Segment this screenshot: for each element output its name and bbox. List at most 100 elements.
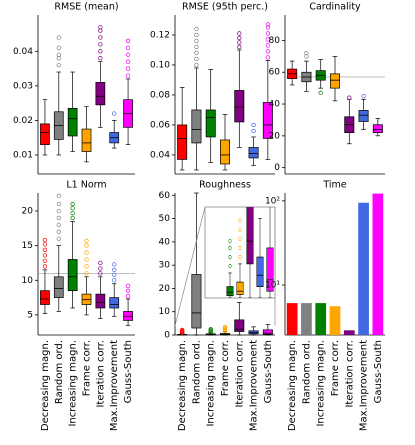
outlier [228, 254, 232, 260]
outlier [179, 327, 185, 333]
box [177, 124, 188, 160]
outlier [56, 193, 61, 198]
bar [286, 303, 298, 335]
bar [329, 306, 341, 335]
outlier [56, 45, 61, 50]
panel-title: Time [322, 180, 346, 191]
y-tick-label: 20 [269, 131, 281, 141]
x-tick-label: Iteration corr. [344, 340, 355, 408]
x-tick-label: Random ord. [191, 340, 202, 404]
box [191, 109, 202, 144]
outlier [84, 271, 89, 276]
box [330, 73, 340, 89]
outlier [238, 227, 242, 232]
x-tick-label: Iteration corr. [95, 340, 106, 408]
outlier [56, 229, 61, 234]
y-tick-label: 0.06 [150, 120, 170, 130]
outlier [98, 42, 103, 47]
outlier [238, 218, 242, 223]
box [234, 319, 245, 332]
box [81, 128, 92, 152]
outlier [98, 28, 103, 33]
box [256, 256, 264, 287]
outlier [237, 44, 242, 50]
y-tick-label: 5 [27, 310, 33, 320]
x-tick-label: Frame corr. [220, 340, 231, 396]
y-tick-label: 20 [22, 207, 34, 217]
outlier [125, 52, 131, 57]
outlier [42, 253, 48, 258]
outlier [125, 73, 131, 78]
outlier [56, 236, 61, 241]
outlier [237, 35, 242, 41]
y-tick-label: 0 [164, 331, 170, 341]
y-tick-label: 15 [22, 241, 33, 251]
x-tick-label: Increasing magn. [316, 340, 327, 427]
bar [343, 330, 355, 335]
bar [358, 202, 369, 335]
outlier [98, 271, 103, 276]
outlier [237, 31, 242, 36]
outlier [112, 111, 117, 116]
outlier [361, 93, 366, 99]
panel-title: Cardinality [309, 2, 361, 13]
outlier [56, 52, 61, 57]
y-tick-label: 60 [159, 191, 171, 201]
box [220, 139, 230, 165]
outlier [125, 38, 131, 44]
inset-connector [174, 206, 206, 326]
box [358, 110, 369, 122]
x-tick-label: Increasing magn. [206, 340, 217, 427]
outlier [304, 54, 309, 59]
outlier [70, 210, 75, 216]
outlier [56, 35, 61, 40]
outlier [112, 267, 117, 273]
box [234, 90, 245, 123]
y-tick-label: 40 [269, 100, 281, 110]
outlier [237, 40, 242, 45]
y-tick-label: 50 [159, 214, 171, 224]
x-tick-label: Frame corr. [82, 340, 93, 396]
box [246, 207, 254, 265]
y-tick-label: 80 [269, 36, 281, 46]
outlier [70, 201, 75, 207]
y-tick-label: 0.01 [13, 150, 33, 160]
x-tick-label: Gauss-South [123, 340, 134, 403]
outlier [194, 38, 199, 44]
outlier [42, 258, 48, 264]
box [40, 123, 50, 145]
bar [372, 193, 384, 335]
outlier [265, 43, 271, 48]
outlier [125, 294, 131, 299]
outlier [56, 56, 61, 61]
box [109, 297, 120, 309]
box [248, 147, 259, 159]
outlier [112, 272, 117, 277]
outlier [42, 242, 48, 247]
box [205, 109, 216, 138]
outlier [56, 62, 61, 68]
panel-title: RMSE (95th perc.) [182, 2, 268, 13]
x-tick-label: Iteration corr. [234, 340, 245, 408]
x-tick-label: Frame corr. [330, 340, 341, 396]
outlier [84, 257, 89, 262]
x-tick-label: Max.Improvement [359, 340, 370, 431]
outlier [70, 206, 75, 211]
y-tick-label: 60 [269, 68, 281, 78]
x-tick-label: Decreasing magn. [287, 340, 298, 431]
outlier [125, 59, 131, 64]
outlier [265, 49, 271, 54]
outlier [194, 62, 199, 68]
box [40, 290, 50, 305]
outlier [228, 245, 232, 251]
outlier [222, 324, 228, 330]
outlier [238, 236, 242, 242]
inset [226, 207, 274, 298]
outlier [42, 264, 48, 269]
y-tick-label: 0.03 [13, 81, 33, 91]
y-tick-label: 0.04 [150, 150, 170, 160]
outlier [194, 32, 199, 38]
x-tick-label: Max.Improvement [249, 340, 260, 431]
box [95, 293, 106, 309]
box [262, 329, 273, 335]
